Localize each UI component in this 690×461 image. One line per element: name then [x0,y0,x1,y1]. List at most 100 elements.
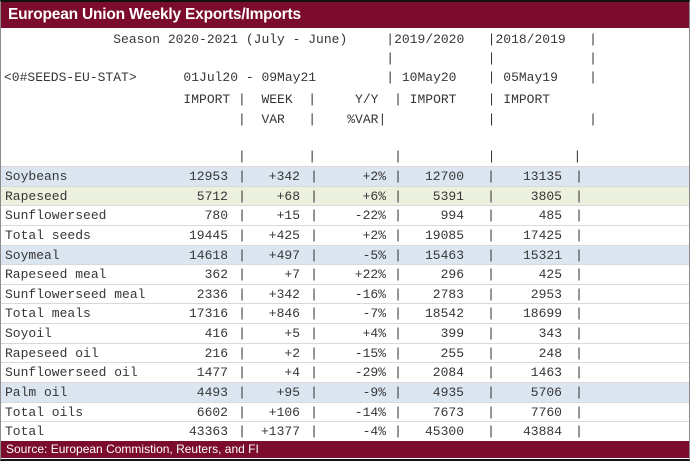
column-separator: | [394,227,402,243]
column-separator: | [394,286,402,302]
week-var-value: +15 [276,208,300,224]
column-separator: | [487,227,495,243]
week-var-value: +1377 [260,424,300,440]
import-value: 416 [204,326,228,341]
column-separator: | [487,306,495,322]
import-value: 362 [204,267,228,283]
page-title: European Union Weekly Exports/Imports [8,6,301,23]
column-separator: | [394,326,402,341]
commodity-label: Total meals [5,306,91,322]
row-filler [591,226,689,245]
column-separator: | [394,267,402,283]
yoy-var-value: -5% [362,247,386,263]
row-filler [591,167,689,186]
column-separator: | [394,208,402,224]
yoy-var-value: -22% [354,208,386,224]
column-separator: | [487,424,495,440]
column-separator: | [487,404,495,420]
column-separator: | [487,326,495,341]
row-filler [591,383,689,402]
column-separator: | [487,247,495,263]
import-value: 6602 [196,404,228,420]
row-filler [591,206,689,225]
import-value: 4493 [196,384,228,400]
column-separator: | [575,267,583,283]
import-2018-value: 248 [538,345,562,361]
yoy-var-value: -4% [362,424,386,440]
import-2018-value: 17425 [522,227,562,243]
column-separator: | [310,208,318,224]
week-var-value: +497 [268,247,300,263]
column-separator: | [575,424,583,440]
column-separator: | [310,306,318,322]
import-2019-value: 15463 [424,247,464,263]
week-var-value: +7 [284,267,300,283]
yoy-var-value: +2% [362,169,386,184]
column-separator: | [238,247,246,263]
import-2019-value: 994 [440,208,464,224]
column-separator: | [575,404,583,420]
table-row: Palm oil 4493 | +95 | -9% | 4935 | 5706 … [1,382,689,403]
week-var-value: +106 [268,404,300,420]
column-separator: | [310,267,318,283]
import-2019-value: 296 [440,267,464,283]
column-separator: | [238,404,246,420]
row-filler [591,422,689,441]
column-separator: | [238,286,246,302]
column-separator: | [575,169,583,184]
import-value: 12953 [188,169,228,184]
column-separator: | [575,345,583,361]
week-var-value: +95 [276,384,300,400]
import-value: 14618 [188,247,228,263]
row-filler [591,285,689,304]
commodity-label: Soymeal [5,247,60,263]
import-2019-value: 2783 [432,286,464,302]
import-2018-value: 43884 [522,424,562,440]
column-separator: | [575,365,583,381]
column-separator: | [310,365,318,381]
commodity-label: Total seeds [5,227,91,243]
import-2019-value: 7673 [432,404,464,420]
row-filler [591,246,689,265]
column-separator: | [575,286,583,302]
table-row: Soyoil 416 | +5 | +4% | 399 | 343 | [1,324,689,344]
import-2018-value: 7760 [530,404,562,420]
import-value: 2336 [196,286,228,302]
column-separator: | [310,227,318,243]
import-value: 216 [204,345,228,361]
import-2019-value: 18542 [424,306,464,322]
commodity-label: Sunflowerseed meal [5,286,146,302]
column-separator: | [310,247,318,263]
table-row: Total 43363 | +1377 | -4% | 45300 | 4388… [1,422,689,442]
table-row: Rapeseed 5712 | +68 | +6% | 5391 | 3805 … [1,186,689,207]
column-separator: | [310,188,318,204]
table-row: Sunflowerseed oil 1477 | +4 | -29% | 208… [1,363,689,383]
import-2019-value: 5391 [432,188,464,204]
column-separator: | [238,227,246,243]
import-value: 780 [204,208,228,224]
column-separator: | [394,404,402,420]
yoy-var-value: +6% [362,188,386,204]
yoy-var-value: -29% [354,365,386,381]
week-var-value: +68 [276,188,300,204]
import-2018-value: 13135 [522,169,562,184]
column-separator: | [487,286,495,302]
import-2018-value: 343 [538,326,562,341]
column-separator: | [487,267,495,283]
yoy-var-value: +4% [362,326,386,341]
ric-chain-line[interactable]: <0#SEEDS-EU-STAT> 01Jul20 - 09May21 | 10… [4,70,597,85]
import-2019-value: 19085 [424,227,464,243]
column-separator: | [310,384,318,400]
column-separator: | [238,345,246,361]
week-var-value: +342 [268,169,300,184]
commodity-label: Total oils [5,404,84,420]
column-separator: | [310,345,318,361]
column-separator: | [238,326,246,341]
import-2018-value: 3805 [530,188,562,204]
column-separator: | [238,306,246,322]
column-separator: | [575,306,583,322]
season-header-line: Season 2020-2021 (July - June) |2019/202… [4,32,597,47]
table-row: Rapeseed meal 362 | +7 | +22% | 296 | 42… [1,265,689,285]
column-separator: | [394,424,402,440]
import-2018-value: 1463 [530,365,562,381]
